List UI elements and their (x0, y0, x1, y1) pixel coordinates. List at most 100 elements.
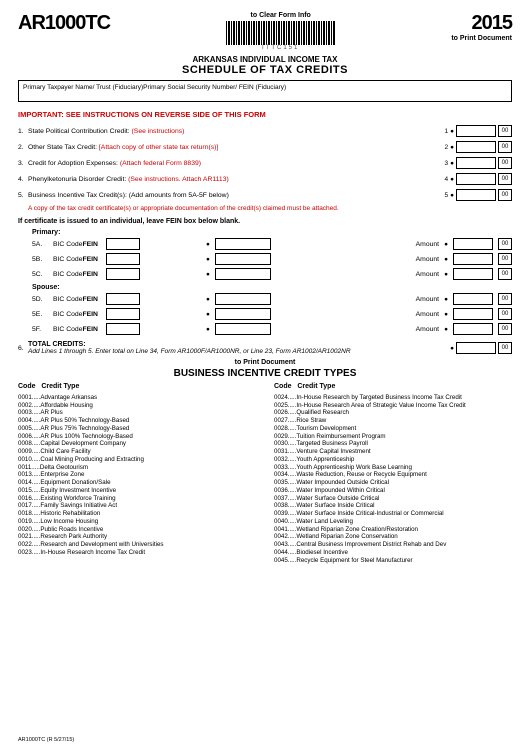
bic-code-box[interactable] (106, 268, 140, 280)
code-item: 0038.....Water Surface Inside Critical (274, 502, 512, 510)
spouse-label: Spouse: (32, 284, 512, 291)
code-item: 0041.....Wetland Riparian Zone Creation/… (274, 526, 512, 534)
bullet-icon: ● (450, 345, 454, 352)
amount-label: Amount (407, 256, 439, 263)
amount-label: Amount (407, 271, 439, 278)
credit-entry: 4●00 (444, 173, 512, 185)
credit-amount-box[interactable] (456, 141, 496, 153)
bic-code-box[interactable] (106, 293, 140, 305)
spouse-rows: 5D.BIC CodeFEIN●Amount●005E.BIC CodeFEIN… (18, 293, 512, 335)
bic-fein-box[interactable] (215, 238, 271, 250)
bic-amount-box[interactable] (453, 323, 493, 335)
bic-letter: 5B. (32, 256, 48, 263)
bic-code-box[interactable] (106, 308, 140, 320)
code-item: 0039.....Water Surface Inside Critical-I… (274, 510, 512, 518)
amount-label: Amount (407, 241, 439, 248)
bic-cents-box: 00 (498, 238, 512, 250)
bic-code-box[interactable] (106, 323, 140, 335)
code-item: 0033.....Youth Apprenticeship Work Base … (274, 464, 512, 472)
credit-amount-box[interactable] (456, 173, 496, 185)
code-item: 0001.....Advantage Arkansas (18, 394, 256, 402)
code-item: 0021.....Research Park Authority (18, 533, 256, 541)
bullet-icon: ● (450, 160, 454, 167)
credit-num: 4. (18, 176, 28, 183)
bullet-icon: ● (444, 241, 448, 248)
credit-rn: 4 (444, 176, 448, 183)
bic-code-label: BIC CodeFEIN (53, 241, 101, 248)
bic-letter: 5F. (32, 326, 48, 333)
code-item: 0003.....AR Plus (18, 409, 256, 417)
code-item: 0016.....Existing Workforce Training (18, 495, 256, 503)
codes-left-col: Code Credit Type 0001.....Advantage Arka… (18, 383, 256, 564)
bic-amount-box[interactable] (453, 253, 493, 265)
credit-entry: 5●00 (444, 189, 512, 201)
name-ssn-box[interactable]: Primary Taxpayer Name/ Trust (Fiduciary)… (18, 80, 512, 102)
bic-fein-box[interactable] (215, 323, 271, 335)
codes-hdr-code: Code (18, 383, 36, 392)
code-item: 0020.....Public Roads Incentive (18, 526, 256, 534)
year-block: 2015 to Print Document (451, 12, 512, 42)
bic-fein-box[interactable] (215, 308, 271, 320)
credit-rn: 5 (444, 192, 448, 199)
code-item: 0008.....Capital Development Company (18, 440, 256, 448)
total-amount-box[interactable] (456, 342, 496, 354)
important-note: IMPORTANT: SEE INSTRUCTIONS ON REVERSE S… (18, 110, 512, 119)
credit-line: 1.State Political Contribution Credit: (… (18, 125, 512, 137)
credit-red: (Attach federal Form 8839) (120, 160, 201, 167)
codes-right-col: Code Credit Type 0024.....In-House Resea… (274, 383, 512, 564)
code-item: 0030.....Targeted Business Payroll (274, 440, 512, 448)
clear-form-link[interactable]: to Clear Form Info (110, 12, 451, 19)
bic-fein-box[interactable] (215, 268, 271, 280)
bic-fein-box[interactable] (215, 293, 271, 305)
credit-amount-box[interactable] (456, 189, 496, 201)
bic-cents-box: 00 (498, 323, 512, 335)
bic-code-box[interactable] (106, 238, 140, 250)
total-row: 6. TOTAL CREDITS: Add Lines 1 through 5.… (18, 341, 512, 355)
codes-wrap: Code Credit Type 0001.....Advantage Arka… (18, 383, 512, 564)
credit-line: 3.Credit for Adoption Expenses: (Attach … (18, 157, 512, 169)
credit-entry: 1●00 (444, 125, 512, 137)
code-item: 0027.....Rice Straw (274, 417, 512, 425)
title-block: ARKANSAS INDIVIDUAL INCOME TAX SCHEDULE … (18, 55, 512, 76)
codes-left-header: Code Credit Type (18, 383, 256, 392)
credit-red: (See instructions) (132, 128, 185, 135)
barcode-label: ITTC151 (110, 45, 451, 51)
credit-entry: 3●00 (444, 157, 512, 169)
credit-red: [Attach copy of other state tax return(s… (99, 144, 218, 151)
bic-amount-box[interactable] (453, 293, 493, 305)
bic-code-box[interactable] (106, 253, 140, 265)
form-code: AR1000TC (18, 12, 110, 35)
bic-row: 5B.BIC CodeFEIN●Amount●00 (18, 253, 512, 265)
code-item: 0044.....Biodiesel Incentive (274, 549, 512, 557)
bic-amount-box[interactable] (453, 268, 493, 280)
credit-cents-box: 00 (498, 141, 512, 153)
bic-amount-box[interactable] (453, 308, 493, 320)
credit-line: 4.Phenylketonuria Disorder Credit: (See … (18, 173, 512, 185)
code-item: 0013.....Enterprise Zone (18, 471, 256, 479)
code-item: 0009.....Child Care Facility (18, 448, 256, 456)
code-item: 0045.....Recycle Equipment for Steel Man… (274, 557, 512, 565)
line5-note: A copy of the tax credit certificate(s) … (28, 205, 512, 212)
total-entry: ● 00 (450, 342, 512, 354)
print-link-top[interactable]: to Print Document (451, 35, 512, 42)
bic-fein-box[interactable] (215, 253, 271, 265)
credit-rn: 1 (444, 128, 448, 135)
credit-red: (See instructions. Attach AR1113) (128, 176, 229, 183)
code-item: 0025.....In-House Research Area of Strat… (274, 402, 512, 410)
credit-amount-box[interactable] (456, 157, 496, 169)
code-item: 0029.....Tuition Reimbursement Program (274, 433, 512, 441)
bic-amount-box[interactable] (453, 238, 493, 250)
code-item: 0015.....Equity Investment Incentive (18, 487, 256, 495)
print-link-mid[interactable]: to Print Document (18, 359, 512, 366)
code-item: 0022.....Research and Development with U… (18, 541, 256, 549)
codes-hdr-type2: Credit Type (297, 383, 335, 390)
footer: AR1000TC (R 5/27/15) (18, 737, 74, 743)
bic-letter: 5C. (32, 271, 48, 278)
amount-label: Amount (407, 296, 439, 303)
bic-code-label: BIC CodeFEIN (53, 271, 101, 278)
credit-text: Credit for Adoption Expenses: (Attach fe… (28, 160, 444, 167)
total-cents-box: 00 (498, 342, 512, 354)
credit-amount-box[interactable] (456, 125, 496, 137)
code-item: 0032.....Youth Apprenticeship (274, 456, 512, 464)
total-num: 6. (18, 345, 28, 352)
